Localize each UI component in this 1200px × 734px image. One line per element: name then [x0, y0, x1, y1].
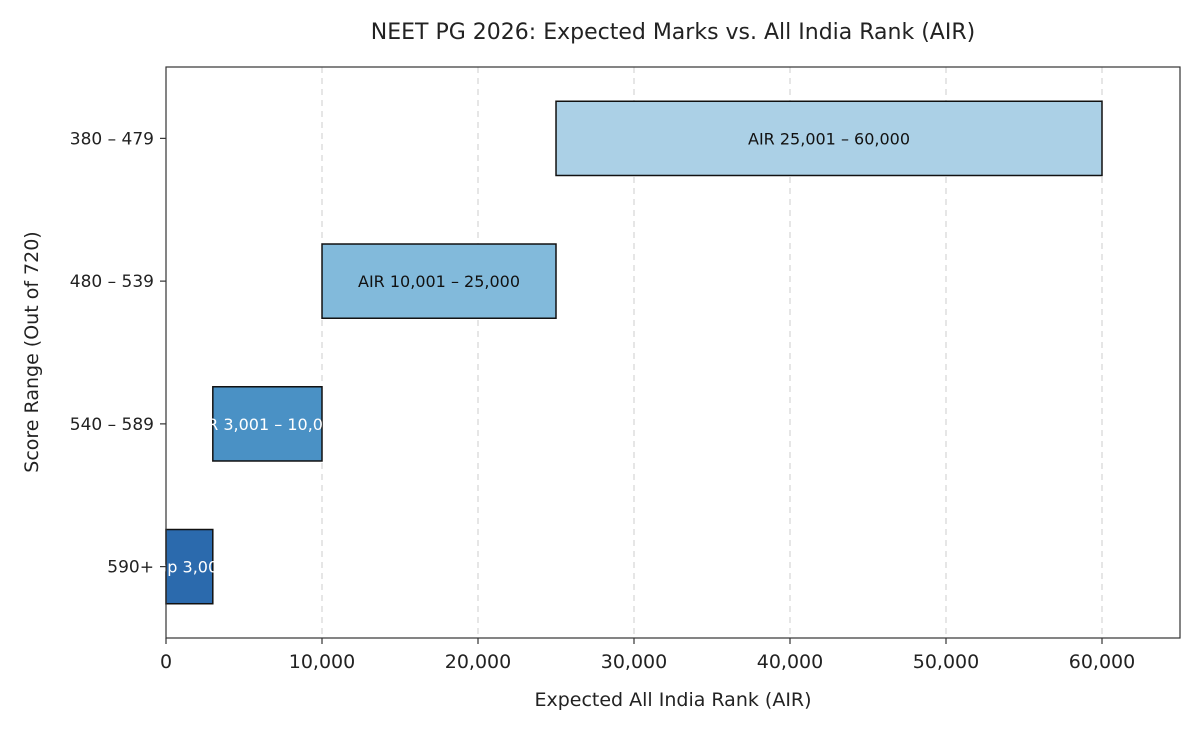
x-tick-label: 20,000 — [445, 651, 511, 673]
x-axis-label: Expected All India Rank (AIR) — [534, 689, 811, 711]
x-tick-label: 60,000 — [1069, 651, 1135, 673]
y-tick-label: 540 – 589 — [70, 415, 154, 435]
y-axis-ticks: 380 – 479 480 – 539 540 – 589 590+ — [70, 129, 166, 578]
bars: AIR 25,001 – 60,000 AIR 10,001 – 25,000 AI… — [149, 100, 1103, 605]
plot-frame — [165, 66, 1181, 639]
bar-label: AIR 25,001 – 60,000 — [748, 129, 910, 148]
y-tick-label: 480 – 539 — [70, 272, 154, 292]
x-tick-label: 30,000 — [601, 651, 667, 673]
bar — [555, 100, 1103, 177]
y-axis-label: Score Range (Out of 720) — [21, 231, 43, 472]
x-axis-ticks: 0 10,000 20,000 30,000 40,000 50,000 60,000 — [160, 638, 1135, 673]
bar-label: AIR 3,001 – 10,000 — [191, 415, 343, 434]
x-tick-label: 40,000 — [757, 651, 823, 673]
x-tick-label: 50,000 — [913, 651, 979, 673]
y-tick-label: 590+ — [107, 558, 154, 578]
bar — [321, 243, 557, 319]
bar-label: AIR 10,001 – 25,000 — [358, 272, 520, 291]
bar — [212, 386, 323, 462]
y-tick-label: 380 – 479 — [70, 129, 154, 149]
x-tick-label: 0 — [160, 651, 172, 673]
chart-title: NEET PG 2026: Expected Marks vs. All Ind… — [371, 20, 975, 45]
x-tick-label: 10,000 — [289, 651, 355, 673]
bar-label: Top 3,000 — [149, 558, 228, 577]
grid-lines — [321, 67, 1103, 638]
